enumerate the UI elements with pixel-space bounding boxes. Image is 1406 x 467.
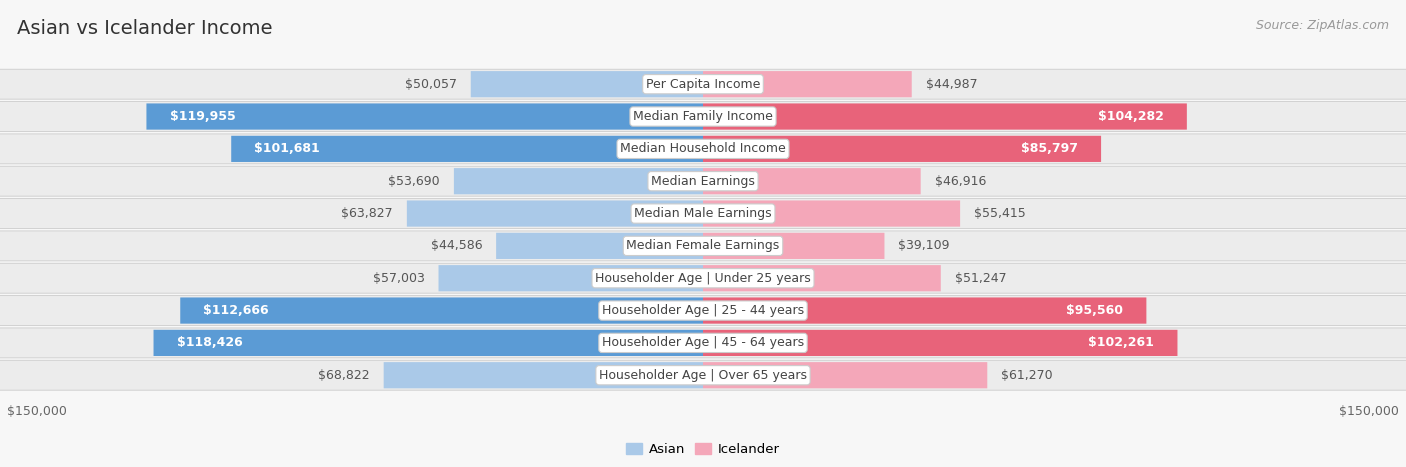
FancyBboxPatch shape bbox=[384, 362, 703, 389]
Text: $95,560: $95,560 bbox=[1066, 304, 1123, 317]
FancyBboxPatch shape bbox=[231, 136, 703, 162]
Text: $150,000: $150,000 bbox=[1339, 404, 1399, 417]
FancyBboxPatch shape bbox=[406, 200, 703, 226]
FancyBboxPatch shape bbox=[703, 103, 1187, 130]
Text: $39,109: $39,109 bbox=[898, 240, 950, 252]
Text: Householder Age | Over 65 years: Householder Age | Over 65 years bbox=[599, 369, 807, 382]
FancyBboxPatch shape bbox=[703, 362, 987, 389]
Text: $85,797: $85,797 bbox=[1021, 142, 1078, 156]
Text: Source: ZipAtlas.com: Source: ZipAtlas.com bbox=[1256, 19, 1389, 32]
FancyBboxPatch shape bbox=[0, 231, 1406, 261]
Text: $104,282: $104,282 bbox=[1098, 110, 1164, 123]
FancyBboxPatch shape bbox=[0, 263, 1406, 293]
FancyBboxPatch shape bbox=[0, 69, 1406, 99]
Text: Householder Age | Under 25 years: Householder Age | Under 25 years bbox=[595, 272, 811, 285]
FancyBboxPatch shape bbox=[0, 296, 1406, 325]
FancyBboxPatch shape bbox=[454, 168, 703, 194]
Text: Asian vs Icelander Income: Asian vs Icelander Income bbox=[17, 19, 273, 38]
Text: $118,426: $118,426 bbox=[177, 336, 242, 349]
FancyBboxPatch shape bbox=[0, 102, 1406, 132]
Text: Median Male Earnings: Median Male Earnings bbox=[634, 207, 772, 220]
Text: Per Capita Income: Per Capita Income bbox=[645, 78, 761, 91]
FancyBboxPatch shape bbox=[0, 134, 1406, 164]
Text: $61,270: $61,270 bbox=[1001, 369, 1053, 382]
Text: $101,681: $101,681 bbox=[254, 142, 321, 156]
FancyBboxPatch shape bbox=[180, 297, 703, 324]
Text: $44,987: $44,987 bbox=[925, 78, 977, 91]
Text: $50,057: $50,057 bbox=[405, 78, 457, 91]
Text: Median Earnings: Median Earnings bbox=[651, 175, 755, 188]
FancyBboxPatch shape bbox=[146, 103, 703, 130]
Text: $51,247: $51,247 bbox=[955, 272, 1007, 285]
FancyBboxPatch shape bbox=[496, 233, 703, 259]
Text: Median Female Earnings: Median Female Earnings bbox=[627, 240, 779, 252]
Text: Median Household Income: Median Household Income bbox=[620, 142, 786, 156]
FancyBboxPatch shape bbox=[471, 71, 703, 97]
Text: $44,586: $44,586 bbox=[430, 240, 482, 252]
Text: Householder Age | 45 - 64 years: Householder Age | 45 - 64 years bbox=[602, 336, 804, 349]
FancyBboxPatch shape bbox=[703, 330, 1177, 356]
FancyBboxPatch shape bbox=[0, 166, 1406, 196]
FancyBboxPatch shape bbox=[703, 71, 911, 97]
Text: $68,822: $68,822 bbox=[318, 369, 370, 382]
FancyBboxPatch shape bbox=[703, 168, 921, 194]
FancyBboxPatch shape bbox=[703, 233, 884, 259]
Text: Median Family Income: Median Family Income bbox=[633, 110, 773, 123]
Text: $53,690: $53,690 bbox=[388, 175, 440, 188]
Text: $112,666: $112,666 bbox=[204, 304, 269, 317]
Text: $63,827: $63,827 bbox=[342, 207, 392, 220]
Text: Householder Age | 25 - 44 years: Householder Age | 25 - 44 years bbox=[602, 304, 804, 317]
FancyBboxPatch shape bbox=[703, 136, 1101, 162]
Text: $150,000: $150,000 bbox=[7, 404, 67, 417]
Text: $119,955: $119,955 bbox=[170, 110, 235, 123]
FancyBboxPatch shape bbox=[153, 330, 703, 356]
FancyBboxPatch shape bbox=[0, 360, 1406, 390]
Text: $57,003: $57,003 bbox=[373, 272, 425, 285]
FancyBboxPatch shape bbox=[703, 265, 941, 291]
Text: $46,916: $46,916 bbox=[935, 175, 986, 188]
Legend: Asian, Icelander: Asian, Icelander bbox=[621, 438, 785, 461]
FancyBboxPatch shape bbox=[703, 200, 960, 226]
Text: $55,415: $55,415 bbox=[974, 207, 1026, 220]
FancyBboxPatch shape bbox=[0, 328, 1406, 358]
FancyBboxPatch shape bbox=[439, 265, 703, 291]
FancyBboxPatch shape bbox=[703, 297, 1146, 324]
Text: $102,261: $102,261 bbox=[1088, 336, 1154, 349]
FancyBboxPatch shape bbox=[0, 198, 1406, 228]
